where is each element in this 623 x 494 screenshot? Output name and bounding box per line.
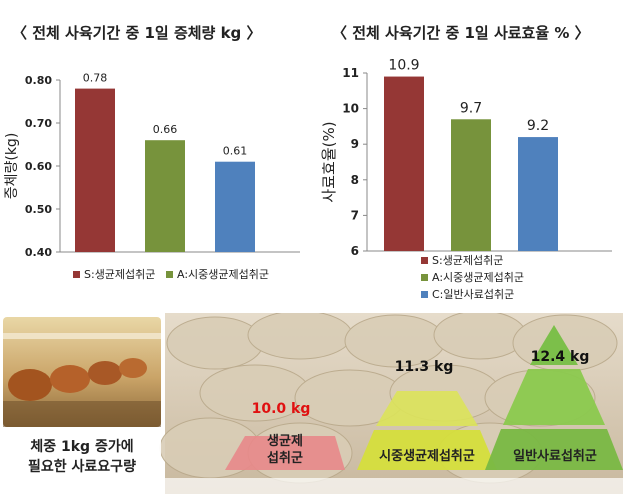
bottom-strip — [165, 478, 623, 494]
group-a-top — [376, 391, 478, 426]
bar — [451, 119, 491, 251]
y-tick-label: 10 — [342, 102, 359, 116]
legend-label: S:생균제섭취군 — [432, 254, 503, 267]
feed-requirement-infographic: 체중 1kg 증가에 필요한 사료요구량 10.0 kg 생균제 섭취군 11.… — [3, 313, 623, 494]
group-s-label-1: 생균제 — [267, 434, 303, 449]
legend-swatch — [421, 274, 428, 281]
y-tick-label: 7 — [351, 208, 359, 222]
legend-swatch — [421, 257, 428, 264]
y-tick-label: 8 — [351, 173, 359, 187]
caption-line-1: 체중 1kg 증가에 — [30, 439, 133, 455]
cattle-shapes — [3, 333, 161, 427]
y-tick-label: 11 — [342, 66, 359, 80]
group-a-label: 시중생균제섭취군 — [379, 448, 475, 464]
group-c-bottom — [485, 429, 623, 470]
y-axis-label: 증체량(kg) — [4, 133, 20, 200]
group-s-label-2: 섭취군 — [267, 450, 303, 466]
bar-value-label: 9.2 — [527, 118, 549, 134]
legend-label: A:시중생균제섭취군 — [177, 268, 269, 281]
y-tick-label: 0.40 — [25, 246, 52, 259]
group-c-middle — [503, 369, 605, 425]
bar-value-label: 10.9 — [388, 58, 419, 74]
y-tick-label: 9 — [351, 137, 359, 151]
y-tick-label: 0.50 — [25, 203, 52, 216]
legend-swatch — [166, 271, 173, 278]
feed-gain-chart: 0.40 0.50 0.60 0.70 0.80 증체량(kg) 0.78 0.66 0.61 S… — [4, 72, 300, 281]
feed-efficiency-chart: 6 7 8 9 10 11 사료효율(%) 10.9 9.7 9.2 S:생균제섭취군 A:시중생균제… — [320, 58, 612, 301]
group-c-value: 12.4 kg — [531, 349, 590, 365]
y-axis-label: 사료효율(%) — [320, 121, 338, 202]
bar-value-label: 0.78 — [83, 72, 108, 85]
bar-value-label: 0.61 — [223, 145, 248, 158]
group-c-top — [530, 325, 578, 365]
legend-label: S:생균제섭취군 — [84, 268, 155, 281]
legend-label: C:일반사료섭취군 — [432, 287, 514, 301]
bar — [215, 161, 255, 252]
y-tick-label: 0.70 — [25, 117, 52, 130]
left-chart-title: 〈 전체 사육기간 중 1일 증체량 kg 〉 — [12, 24, 262, 42]
y-tick-label: 6 — [351, 244, 359, 258]
group-a-value: 11.3 kg — [395, 359, 454, 375]
bar-value-label: 0.66 — [153, 123, 178, 136]
caption-box — [3, 427, 161, 480]
group-a-bottom — [357, 430, 497, 470]
bar-value-label: 9.7 — [460, 100, 482, 116]
y-tick-label: 0.80 — [25, 74, 52, 87]
bar — [145, 140, 185, 252]
caption-line-2: 필요한 사료요구량 — [28, 458, 136, 475]
bar — [384, 76, 424, 251]
group-c-label: 일반사료섭취군 — [513, 448, 597, 464]
group-s-shape — [225, 436, 345, 470]
group-s-value: 10.0 kg — [252, 401, 311, 417]
legend-label: A:시중생균제섭취군 — [432, 271, 524, 284]
legend-swatch — [73, 271, 80, 278]
bar — [75, 88, 115, 252]
right-chart-title: 〈 전체 사육기간 중 1일 사료효율 % 〉 — [332, 24, 590, 42]
y-tick-label: 0.60 — [25, 160, 52, 173]
legend-swatch — [421, 291, 428, 298]
bar — [518, 137, 558, 251]
